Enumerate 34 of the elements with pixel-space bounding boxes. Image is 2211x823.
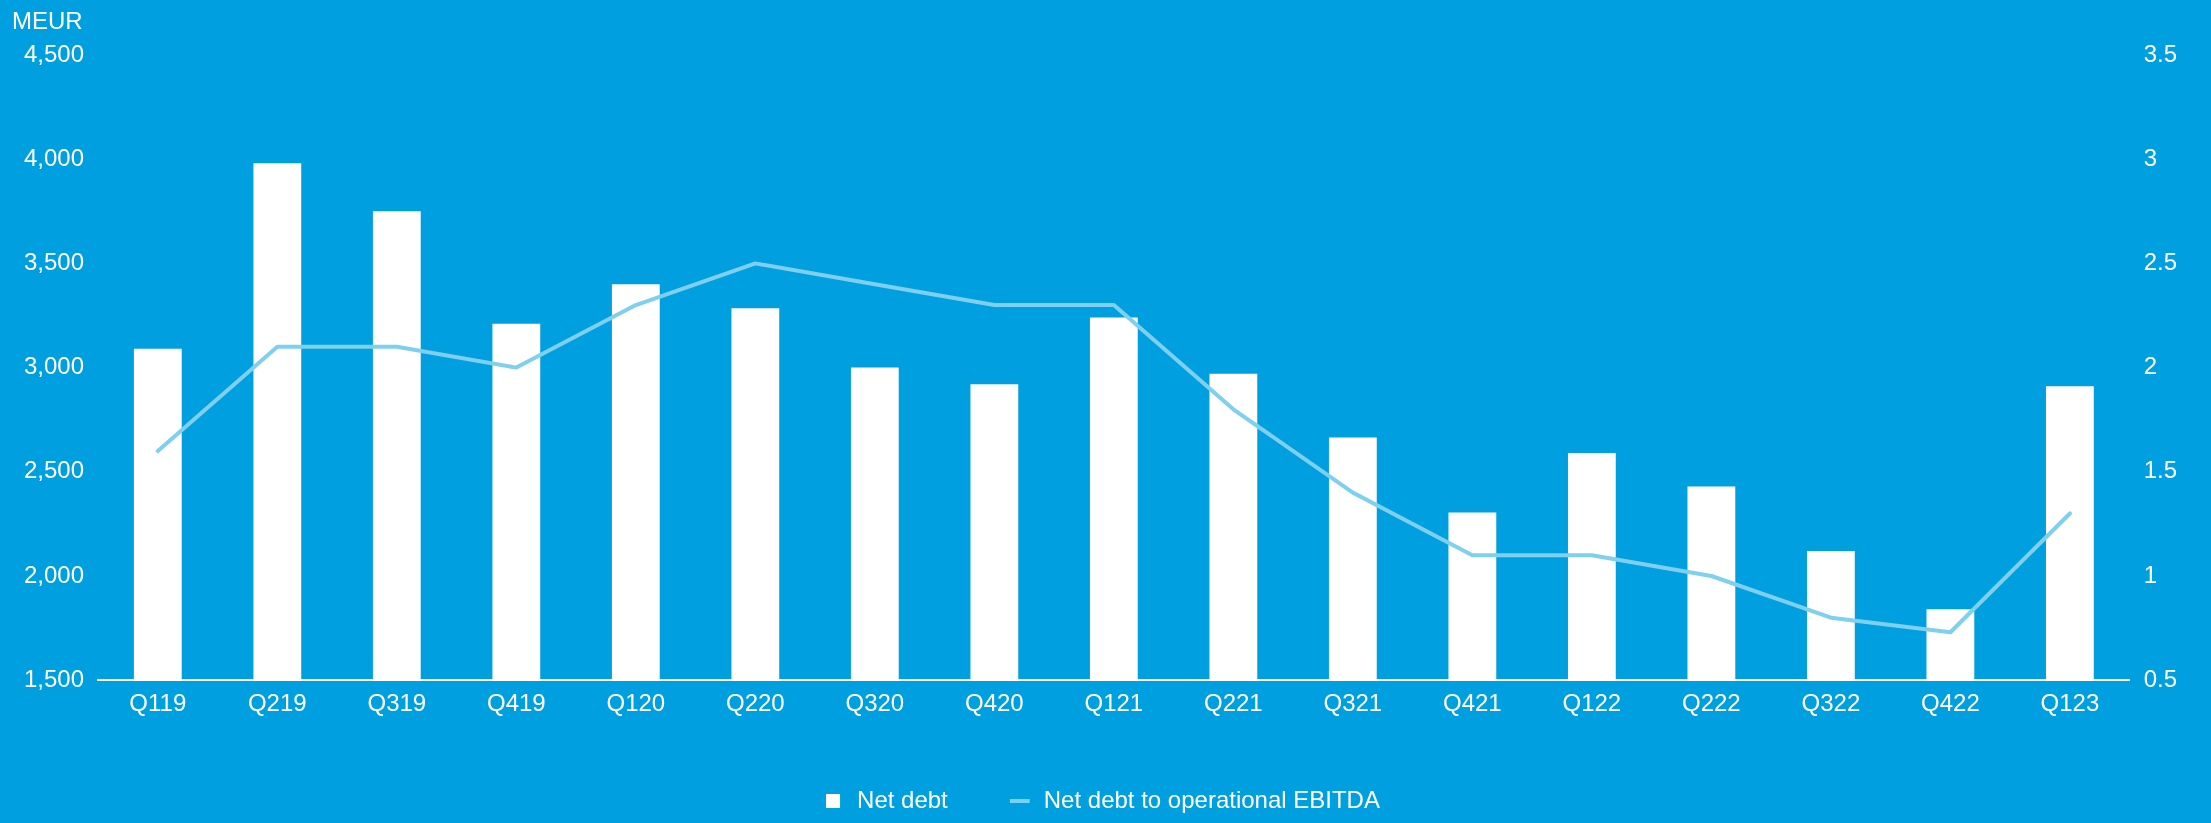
x-tick-label: Q119 — [129, 689, 187, 717]
y2-tick-label: 0.5 — [2143, 664, 2178, 692]
x-tick-label: Q122 — [1562, 689, 1622, 717]
x-tick-label: Q221 — [1203, 689, 1263, 717]
y-tick-label: 4,000 — [24, 143, 85, 171]
y-axis-title: MEUR — [12, 6, 83, 34]
x-tick-label: Q219 — [247, 689, 307, 717]
x-tick-label: Q123 — [2040, 689, 2100, 717]
y-tick-label: 3,500 — [24, 248, 85, 276]
x-tick-label: Q421 — [1443, 689, 1502, 717]
y-tick-label: 2,500 — [24, 456, 85, 484]
x-tick-label: Q422 — [1921, 689, 1980, 717]
y2-tick-label: 1 — [2143, 560, 2157, 588]
x-tick-label: Q322 — [1801, 689, 1861, 717]
y2-tick-label: 3 — [2143, 143, 2157, 171]
x-tick-label: Q321 — [1323, 689, 1383, 717]
x-tick-label: Q220 — [725, 689, 785, 717]
x-tick-label: Q420 — [964, 689, 1024, 717]
x-tick-label: Q320 — [845, 689, 905, 717]
y2-tick-label: 1.5 — [2143, 456, 2178, 484]
y2-tick-label: 3.5 — [2143, 39, 2178, 67]
x-tick-label: Q319 — [367, 689, 427, 717]
x-tick-label: Q222 — [1682, 689, 1741, 717]
legend-label: Net debt — [857, 785, 949, 813]
y-tick-label: 1,500 — [24, 664, 85, 692]
y2-tick-label: 2 — [2143, 352, 2157, 380]
y-tick-label: 4,500 — [24, 39, 85, 67]
y2-tick-label: 2.5 — [2143, 248, 2178, 276]
y-tick-label: 2,000 — [24, 560, 85, 588]
legend-label: Net debt to operational EBITDA — [1043, 785, 1380, 813]
x-tick-label: Q419 — [486, 689, 546, 717]
y-tick-label: 3,000 — [24, 352, 85, 380]
x-tick-label: Q121 — [1084, 689, 1144, 717]
x-tick-label: Q120 — [606, 689, 666, 717]
